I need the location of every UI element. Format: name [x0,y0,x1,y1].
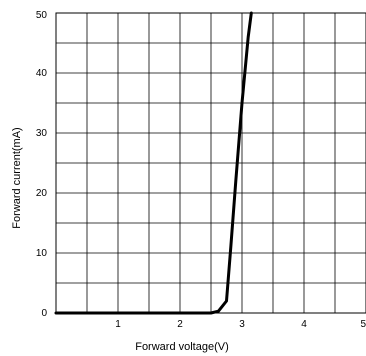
x-tick-label: 1 [115,319,121,330]
y-tick-label: 30 [36,128,48,139]
x-tick-label: 2 [177,319,183,330]
forward-current-curve [54,11,253,315]
grid-lines [56,13,366,313]
y-tick-labels: 0 10 20 30 40 50 [36,10,48,319]
x-tick-labels: 1 2 3 4 5 [115,319,366,330]
y-tick-label: 20 [36,188,48,199]
y-tick-label: 10 [36,248,48,259]
y-tick-label: 50 [36,10,48,21]
y-tick-label: 0 [41,308,47,319]
x-tick-label: 5 [360,319,366,330]
x-tick-label: 3 [239,319,245,330]
y-axis-label: Forward current(mA) [11,127,23,228]
x-axis-label: Forward voltage(V) [135,341,229,353]
x-tick-label: 4 [301,319,307,330]
y-tick-label: 40 [36,68,48,79]
